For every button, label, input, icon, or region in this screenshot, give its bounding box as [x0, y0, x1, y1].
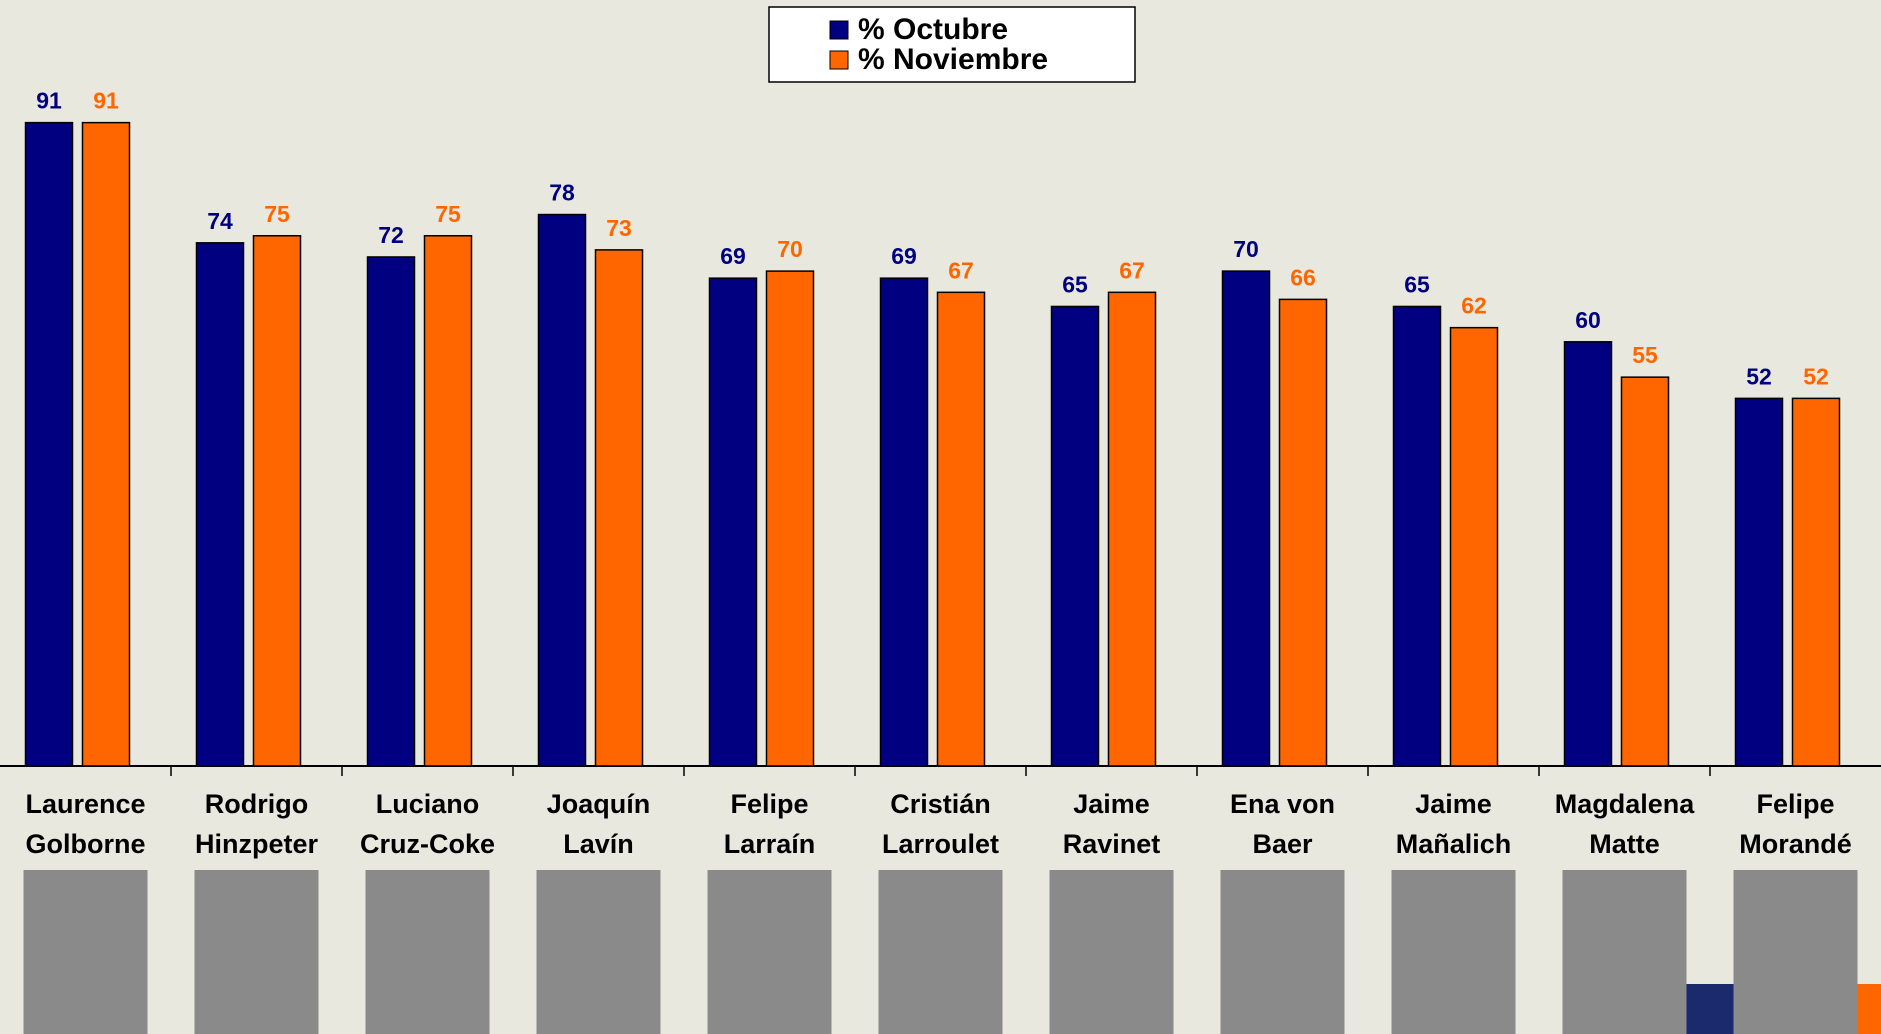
x-tick-label: Cruz-Coke — [360, 829, 495, 859]
legend-swatch — [830, 51, 848, 69]
x-tick-label: Felipe — [730, 789, 808, 819]
bar — [881, 278, 928, 766]
x-tick-label: Felipe — [1756, 789, 1834, 819]
bar — [254, 236, 301, 766]
photo — [879, 870, 1003, 1034]
x-tick-label: Larraín — [724, 829, 816, 859]
legend-label: % Noviembre — [858, 43, 1048, 76]
value-label: 74 — [207, 208, 233, 234]
value-label: 66 — [1290, 264, 1316, 290]
bar — [368, 257, 415, 766]
photo — [1563, 870, 1687, 1034]
value-label: 91 — [93, 88, 119, 114]
bar — [26, 123, 73, 766]
x-tick-label: Luciano — [376, 789, 480, 819]
photo — [1734, 870, 1858, 1034]
photo — [195, 870, 319, 1034]
x-tick-label: Hinzpeter — [195, 829, 319, 859]
photo — [366, 870, 490, 1034]
value-label: 70 — [777, 236, 803, 262]
bar — [938, 292, 985, 766]
x-tick-label: Lavín — [563, 829, 634, 859]
bar — [1736, 398, 1783, 766]
bar — [710, 278, 757, 766]
value-label: 60 — [1575, 307, 1601, 333]
x-tick-label: Joaquín — [547, 789, 651, 819]
bar — [1793, 398, 1840, 766]
x-tick-label: Ravinet — [1063, 829, 1161, 859]
value-label: 52 — [1746, 363, 1772, 389]
x-tick-label: Laurence — [25, 789, 145, 819]
x-tick-label: Morandé — [1739, 829, 1852, 859]
bar — [767, 271, 814, 766]
value-label: 67 — [948, 257, 974, 283]
value-label: 78 — [549, 180, 575, 206]
value-label: 65 — [1404, 272, 1430, 298]
bar — [197, 243, 244, 766]
value-label: 62 — [1461, 293, 1487, 319]
bar — [425, 236, 472, 766]
value-label: 73 — [606, 215, 632, 241]
legend-swatch — [830, 21, 848, 39]
value-label: 72 — [378, 222, 404, 248]
value-label: 70 — [1233, 236, 1259, 262]
value-label: 52 — [1803, 363, 1829, 389]
page: % Octubre% Noviembre Laurence Golborne 91 91… — [0, 0, 1881, 1034]
bar — [1622, 377, 1669, 766]
x-tick-label: Rodrigo — [205, 789, 308, 819]
x-tick-label: Matte — [1589, 829, 1660, 859]
x-tick-label: Jaime — [1415, 789, 1492, 819]
bar — [1223, 271, 1270, 766]
x-tick-label: Magdalena — [1555, 789, 1696, 819]
bar — [1451, 328, 1498, 766]
bar — [1109, 292, 1156, 766]
x-tick-label: Baer — [1252, 829, 1313, 859]
x-tick-label: Golborne — [26, 829, 146, 859]
x-tick-label: Mañalich — [1396, 829, 1512, 859]
value-label: 67 — [1119, 257, 1145, 283]
bar — [596, 250, 643, 766]
x-tick-label: Cristián — [890, 789, 991, 819]
value-label: 75 — [435, 201, 461, 227]
legend-label: % Octubre — [858, 13, 1008, 46]
bar — [1052, 306, 1099, 766]
x-tick-label: Larroulet — [882, 829, 999, 859]
value-label: 65 — [1062, 272, 1088, 298]
photo — [1221, 870, 1345, 1034]
photo — [24, 870, 148, 1034]
bar — [1394, 306, 1441, 766]
bar — [539, 215, 586, 766]
value-label: 69 — [720, 243, 746, 269]
photo — [1050, 870, 1174, 1034]
photo — [537, 870, 661, 1034]
bar — [83, 123, 130, 766]
photo — [1392, 870, 1516, 1034]
chart: % Octubre% Noviembre Laurence Golborne 91 91… — [0, 0, 1881, 1034]
value-label: 75 — [264, 201, 290, 227]
x-tick-label: Ena von — [1230, 789, 1335, 819]
bar — [1565, 342, 1612, 766]
value-label: 91 — [36, 88, 62, 114]
x-tick-label: Jaime — [1073, 789, 1150, 819]
bar — [1280, 299, 1327, 766]
value-label: 69 — [891, 243, 917, 269]
photo — [708, 870, 832, 1034]
value-label: 55 — [1632, 342, 1658, 368]
